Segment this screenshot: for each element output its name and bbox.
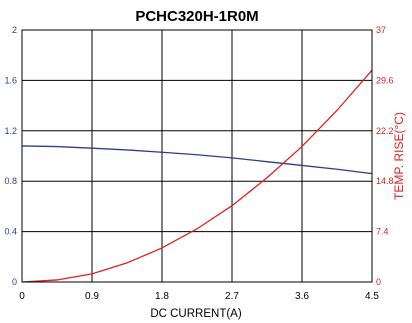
right-axis-label: TEMP. RISE(°C) (392, 112, 406, 200)
right-tick-label: 0 (376, 277, 381, 287)
left-tick-label: 1.2 (4, 126, 17, 136)
x-tick-label: 0.9 (85, 291, 99, 302)
left-axis-ticks: 0 0.4 0.8 1.2 1.6 2 (4, 25, 17, 287)
chart-title: PCHC320H-1R0M (135, 8, 258, 25)
x-tick-label: 1.8 (155, 291, 169, 302)
plot-frame (21, 29, 373, 283)
left-tick-label: 0.8 (4, 176, 17, 186)
left-tick-label: 1.6 (4, 75, 17, 85)
series-line-temp-rise (21, 69, 373, 283)
x-tick-label: 3.6 (295, 291, 309, 302)
x-tick-label: 2.7 (225, 291, 239, 302)
x-axis-ticks: 0 0.9 1.8 2.7 3.6 4.5 (19, 291, 379, 302)
left-tick-label: 0.4 (4, 227, 17, 237)
left-tick-label: 2 (12, 25, 17, 35)
series-layer (21, 69, 373, 283)
x-tick-label: 4.5 (365, 291, 379, 302)
right-tick-label: 7.4 (376, 227, 389, 237)
left-tick-label: 0 (12, 277, 17, 287)
series-line-inductance (21, 145, 373, 175)
x-tick-label: 0 (19, 291, 25, 302)
right-tick-label: 14.8 (376, 176, 394, 186)
right-tick-label: 29.6 (376, 75, 394, 85)
right-axis-ticks: 0 7.4 14.8 22.2 29.6 37 (376, 25, 394, 287)
right-tick-label: 22.2 (376, 126, 394, 136)
right-tick-label: 37 (376, 25, 386, 35)
grid (22, 30, 372, 282)
x-axis-label: DC CURRENT(A) (150, 308, 242, 320)
